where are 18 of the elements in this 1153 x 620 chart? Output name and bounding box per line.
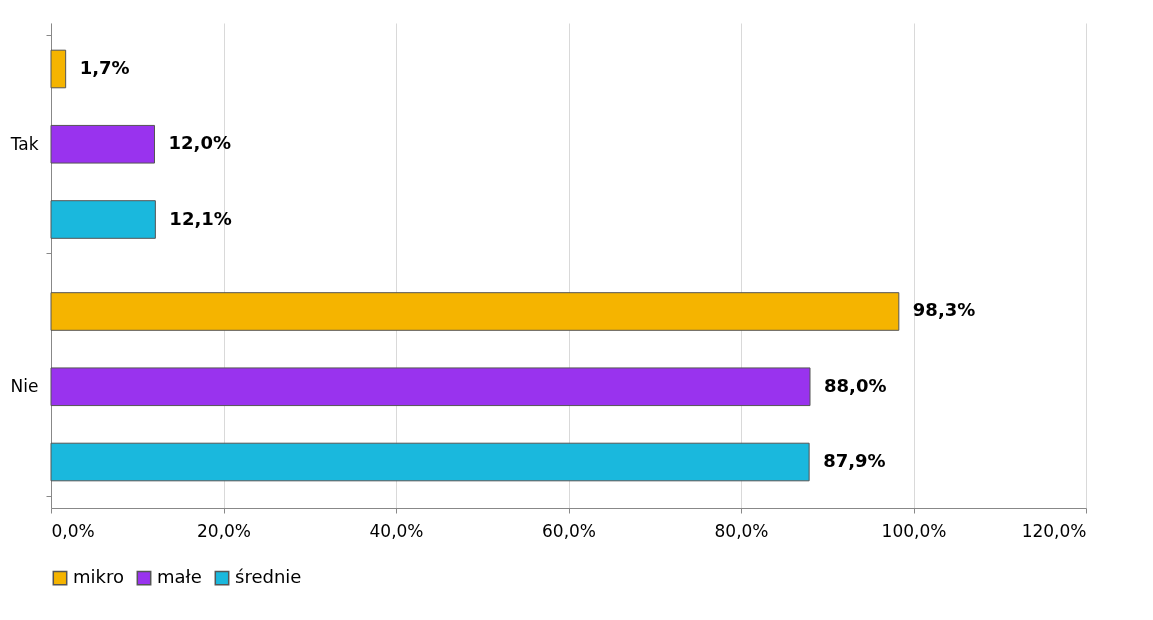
legend-label: mikro (73, 566, 124, 588)
data-label: 98,3% (912, 299, 976, 321)
data-label: 1,7% (79, 56, 130, 78)
x-tick-label: 0,0% (51, 520, 95, 541)
x-tick-label: 100,0% (881, 520, 947, 541)
legend-label: średnie (235, 566, 302, 588)
x-tick-label: 40,0% (369, 520, 424, 541)
data-label: 12,0% (168, 132, 231, 154)
x-tick-label: 20,0% (196, 520, 252, 541)
x-tick-label: 60,0% (541, 520, 597, 541)
y-tick-label: Tak (9, 133, 39, 154)
legend-label: małe (157, 566, 202, 588)
x-tick-label: 120,0% (1021, 520, 1087, 541)
data-label: 88,0% (824, 374, 887, 396)
data-label: 87,9% (823, 450, 886, 472)
data-label: 12,1% (169, 207, 232, 229)
x-tick-label: 80,0% (714, 520, 769, 541)
y-tick-label: Nie (10, 376, 39, 397)
